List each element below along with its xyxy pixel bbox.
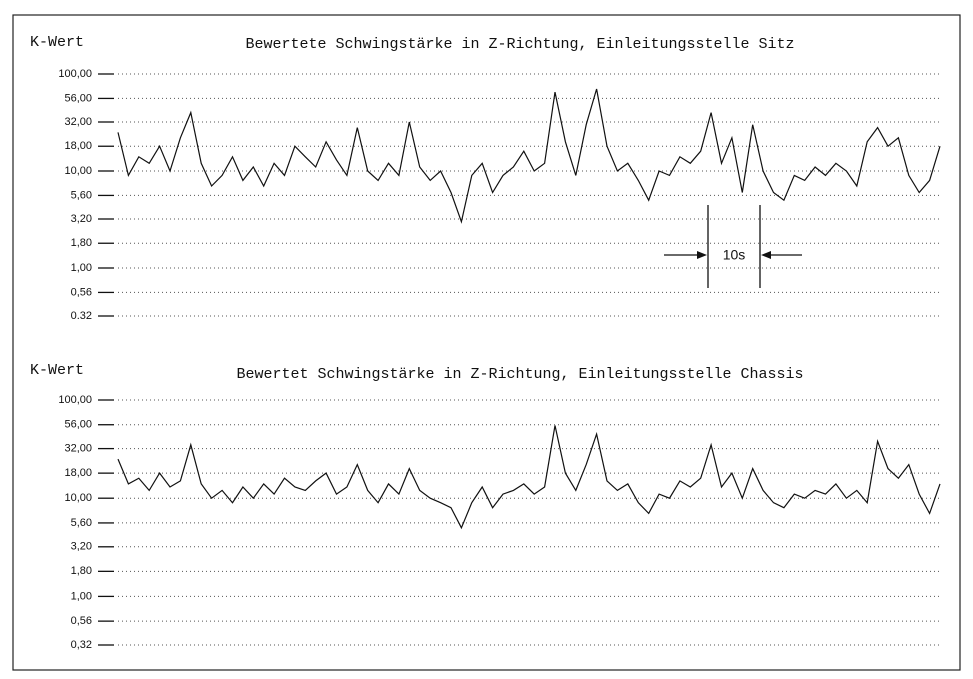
y-axis-label: K-Wert [30,362,84,379]
y-tick-label: 32,00 [64,116,92,128]
y-tick-label: 3,20 [71,213,92,225]
y-tick-label: 100,00 [58,394,92,406]
chart-title: Bewertete Schwingstärke in Z-Richtung, E… [245,36,794,53]
arrow-head [697,251,707,259]
y-tick-label: 5,60 [71,189,92,201]
annotation: 10s [723,247,746,263]
y-tick-label: 0.32 [71,310,92,322]
y-tick-label: 100,00 [58,68,92,80]
y-tick-label: 0,56 [71,615,92,627]
y-tick-label: 10,00 [64,492,92,504]
y-tick-label: 0,32 [71,639,92,651]
y-tick-label: 5,60 [71,517,92,529]
y-tick-label: 18,00 [64,467,92,479]
y-tick-label: 10,00 [64,165,92,177]
y-tick-label: 32,00 [64,443,92,455]
data-line [117,425,941,530]
y-tick-label: 56,00 [64,419,92,431]
arrow-head [761,251,771,259]
y-tick-label: 3,20 [71,541,92,553]
y-tick-label: 1,80 [71,565,92,577]
chart-title: Bewertet Schwingstärke in Z-Richtung, Ei… [236,366,803,383]
frame [12,14,961,671]
y-tick-label: 1,80 [71,237,92,249]
y-tick-label: 18,00 [64,140,92,152]
y-axis-label: K-Wert [30,34,84,51]
data-line [117,88,941,224]
y-tick-label: 0,56 [71,286,92,298]
y-tick-label: 1,00 [71,262,92,274]
y-tick-label: 56,00 [64,92,92,104]
y-tick-label: 1,00 [71,590,92,602]
